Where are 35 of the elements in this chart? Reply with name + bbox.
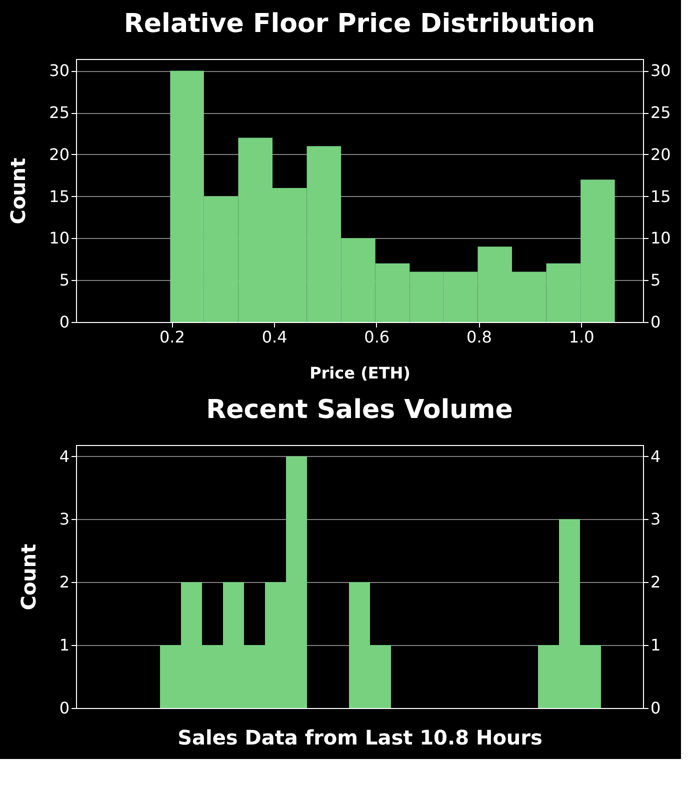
x-axis-title: Price (ETH) [310,364,410,382]
y2-tick-label: 3 [650,510,661,529]
chart-title: Relative Floor Price Distribution [124,9,596,39]
y-tick-label: 2 [59,572,70,592]
x-tick-label: 0.4 [262,328,288,346]
y2-tick-label: 30 [650,61,671,80]
x-tick-label: 0.2 [159,328,185,346]
y2-tick-label: 10 [650,228,671,248]
y2-tick-label: 0 [650,698,661,718]
y2-tick-label: 1 [650,636,661,655]
x-tick-label: 0.8 [466,328,492,346]
x-tick-label: 1.0 [568,328,594,346]
y-tick-label: 30 [49,61,70,80]
y2-tick-label: 15 [650,186,671,206]
y-axis-title: Count [16,543,40,610]
y2-tick-label: 4 [650,446,661,466]
y-axis-title: Count [6,157,30,224]
y-tick-label: 4 [59,446,70,466]
y2-tick-label: 25 [650,103,671,122]
y-tick-label: 5 [59,270,70,290]
y-tick-label: 10 [49,228,70,248]
chart-title: Recent Sales Volume [206,395,513,425]
x-tick-label: 0.6 [364,328,390,346]
y-tick-label: 0 [59,698,70,718]
y2-tick-label: 0 [650,312,661,332]
y-tick-label: 15 [49,186,70,206]
y-tick-label: 3 [59,510,70,529]
y2-tick-label: 2 [650,572,661,592]
x-axis-title: Sales Data from Last 10.8 Hours [178,726,542,750]
y2-tick-label: 5 [650,270,661,290]
y-tick-label: 0 [59,312,70,332]
y-tick-label: 1 [59,636,70,655]
y-tick-label: 25 [49,103,70,122]
y2-tick-label: 20 [650,144,671,164]
y-tick-label: 20 [49,144,70,164]
